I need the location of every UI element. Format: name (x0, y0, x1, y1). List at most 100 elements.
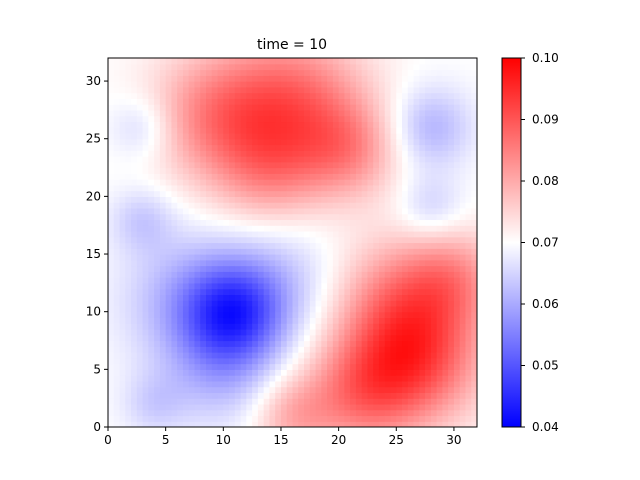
heatmap-cell (229, 196, 236, 203)
heatmap-cell (350, 81, 357, 88)
heatmap-cell (159, 190, 167, 197)
heatmap-cell (442, 104, 449, 111)
heatmap-cell (436, 69, 444, 76)
heatmap-cell (280, 58, 288, 65)
heatmap-cell (246, 63, 253, 71)
heatmap-cell (350, 58, 357, 65)
heatmap-cell (119, 219, 126, 226)
heatmap-cell (378, 305, 386, 313)
heatmap-cell (154, 340, 161, 347)
heatmap-cell (108, 132, 115, 140)
heatmap-cell (125, 380, 132, 388)
heatmap-cell (419, 271, 426, 278)
heatmap-cell (436, 294, 444, 301)
heatmap-cell (453, 156, 461, 163)
heatmap-cell (142, 225, 149, 232)
heatmap-cell (154, 242, 161, 249)
heatmap-cell (384, 115, 392, 123)
heatmap-cell (419, 236, 426, 244)
heatmap-cell (384, 236, 392, 244)
heatmap-cell (113, 271, 121, 278)
heatmap-cell (286, 380, 294, 388)
heatmap-cell (315, 259, 322, 267)
heatmap-cell (269, 202, 276, 209)
heatmap-cell (396, 259, 403, 267)
heatmap-cell (275, 104, 282, 111)
heatmap-cell (280, 398, 288, 405)
heatmap-cell (327, 225, 334, 232)
heatmap-cell (402, 230, 409, 238)
heatmap-cell (402, 421, 409, 427)
heatmap-cell (194, 207, 201, 215)
heatmap-cell (165, 265, 173, 272)
heatmap-cell (229, 277, 236, 284)
heatmap-cell (206, 179, 213, 186)
heatmap-cell (413, 352, 420, 359)
heatmap-cell (125, 265, 132, 272)
heatmap-cell (430, 352, 438, 359)
heatmap-cell (413, 196, 420, 203)
heatmap-cell (240, 121, 247, 128)
heatmap-cell (165, 98, 173, 105)
heatmap-cell (367, 409, 374, 417)
heatmap-cell (211, 121, 219, 128)
heatmap-cell (361, 230, 369, 238)
heatmap-cell (275, 317, 282, 324)
heatmap-cell (465, 363, 472, 370)
heatmap-cell (378, 271, 386, 278)
heatmap-cell (229, 294, 236, 301)
heatmap-cell (188, 300, 196, 307)
heatmap-cell (419, 75, 426, 82)
heatmap-cell (453, 58, 461, 65)
heatmap-cell (430, 202, 438, 209)
heatmap-cell (413, 265, 420, 272)
heatmap-cell (453, 300, 461, 307)
heatmap-cell (459, 392, 467, 399)
heatmap-cell (177, 340, 184, 347)
heatmap-cell (246, 81, 253, 88)
heatmap-cell (165, 375, 173, 382)
heatmap-cell (407, 392, 415, 399)
heatmap-cell (142, 334, 149, 342)
heatmap-cell (148, 132, 155, 140)
heatmap-cell (200, 369, 207, 376)
heatmap-cell (402, 179, 409, 186)
heatmap-cell (309, 92, 317, 99)
heatmap-cell (177, 156, 184, 163)
heatmap-cell (471, 69, 477, 76)
heatmap-cell (171, 277, 178, 284)
heatmap-cell (194, 81, 201, 88)
heatmap-cell (136, 334, 144, 342)
heatmap-cell (355, 207, 363, 215)
heatmap-cell (390, 202, 397, 209)
heatmap-cell (131, 357, 138, 365)
heatmap-cell (344, 340, 351, 347)
heatmap-cell (211, 415, 219, 422)
heatmap-cell (177, 179, 184, 186)
heatmap-cell (396, 219, 403, 226)
heatmap-cell (275, 409, 282, 417)
heatmap-cell (165, 421, 173, 427)
heatmap-cell (396, 271, 403, 278)
heatmap-cell (119, 144, 126, 151)
heatmap-cell (309, 328, 317, 336)
heatmap-cell (384, 81, 392, 88)
heatmap-cell (165, 323, 173, 330)
heatmap-cell (419, 150, 426, 157)
heatmap-cell (436, 409, 444, 417)
heatmap-cell (217, 409, 224, 417)
heatmap-cell (419, 190, 426, 197)
heatmap-cell (217, 323, 224, 330)
heatmap-cell (304, 323, 311, 330)
heatmap-cell (338, 98, 345, 105)
heatmap-cell (188, 69, 196, 76)
heatmap-cell (338, 259, 345, 267)
heatmap-cell (396, 121, 403, 128)
heatmap-cell (240, 236, 247, 244)
heatmap-cell (217, 403, 224, 411)
heatmap-cell (442, 403, 449, 411)
heatmap-cell (304, 305, 311, 313)
heatmap-cell (338, 409, 345, 417)
heatmap-cell (321, 409, 328, 417)
x-axis: 0 5 10 15 20 25 30 (104, 427, 462, 447)
